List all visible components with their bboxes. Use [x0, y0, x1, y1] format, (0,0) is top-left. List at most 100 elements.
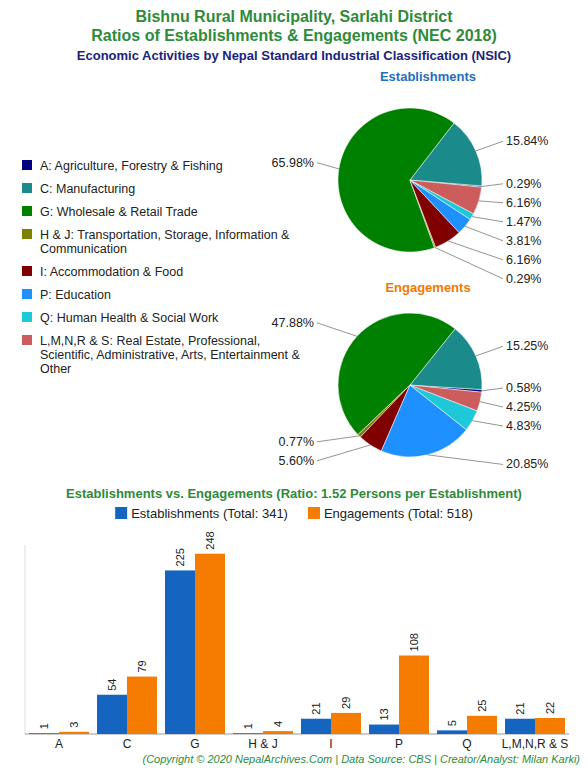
legend-label: P: Education: [40, 288, 111, 302]
leader-line: [476, 346, 503, 356]
leader-line: [480, 402, 503, 407]
legend-line: P: Education: [40, 288, 111, 302]
data-label: 20.85%: [506, 457, 548, 471]
x-tick-label: G: [190, 737, 199, 751]
data-label: 6.16%: [506, 196, 541, 210]
pie: [338, 313, 482, 457]
data-label: 0.77%: [279, 435, 314, 449]
x-tick-label: L,M,N,R & S: [502, 737, 569, 751]
x-tick-label: C: [123, 737, 132, 751]
leader-line: [435, 247, 503, 278]
bar: [369, 725, 399, 734]
leader-line: [465, 226, 503, 240]
subtitle: Economic Activities by Nepal Standard In…: [77, 48, 511, 63]
pie-title: Establishments: [380, 69, 476, 84]
legend-swatch: [22, 206, 32, 216]
data-label: 0.29%: [506, 177, 541, 191]
page: Bishnu Rural Municipality, Sarlahi Distr…: [0, 0, 588, 768]
legend-swatch: [308, 507, 320, 519]
data-label: 29: [340, 697, 352, 709]
legend-swatch: [22, 160, 32, 170]
legend-line: Communication: [40, 242, 127, 256]
title: Bishnu Rural Municipality, Sarlahi Distr…: [135, 8, 453, 25]
legend-line: G: Wholesale & Retail Trade: [40, 205, 198, 219]
data-label: 5: [446, 720, 458, 726]
legend-swatch: [22, 266, 32, 276]
bar: [127, 677, 157, 734]
data-label: 21: [514, 702, 526, 714]
y-axis-line: [25, 545, 26, 734]
leader-line: [317, 445, 370, 461]
data-label: 4.25%: [506, 400, 541, 414]
leader-line: [482, 388, 503, 391]
data-label: 21: [310, 702, 322, 714]
leader-line: [473, 421, 503, 426]
bar-title: Establishments vs. Engagements (Ratio: 1…: [66, 486, 522, 501]
legend-line: Other: [40, 362, 71, 376]
leader-line: [317, 436, 359, 442]
legend-label: G: Wholesale & Retail Trade: [40, 205, 198, 219]
leader-line: [482, 184, 503, 187]
pie-slice: [410, 385, 482, 411]
legend-swatch: [115, 507, 127, 519]
data-label: 13: [378, 708, 390, 720]
data-label: 54: [106, 678, 118, 690]
data-label: 79: [136, 660, 148, 672]
data-label: 25: [476, 700, 488, 712]
legend-line: A: Agriculture, Forestry & Fishing: [40, 159, 223, 173]
data-label: 15.84%: [506, 134, 548, 148]
legend-swatch: [22, 183, 32, 193]
bar: [233, 733, 263, 734]
bar: [59, 732, 89, 734]
bar: [29, 733, 59, 734]
legend-line: Scientific, Administrative, Arts, Entert…: [40, 348, 300, 362]
legend-label: H & J: Transportation, Storage, Informat…: [40, 228, 290, 256]
data-label: 6.16%: [506, 253, 541, 267]
pie: [338, 108, 482, 252]
bar: [165, 570, 195, 734]
legend-line: C: Manufacturing: [40, 182, 135, 196]
bar: [331, 713, 361, 734]
data-label: 1.47%: [506, 215, 541, 229]
data-label: 248: [204, 531, 216, 549]
legend-label: I: Accommodation & Food: [40, 265, 183, 279]
data-label: 108: [408, 633, 420, 651]
data-label: 225: [174, 548, 186, 566]
leader-line: [427, 455, 503, 465]
legend-label: Q: Human Health & Social Work: [40, 311, 219, 325]
data-label: 47.88%: [272, 316, 314, 330]
data-label: 4.83%: [506, 419, 541, 433]
bar: [437, 730, 467, 734]
bar: [195, 554, 225, 734]
leader-line: [317, 323, 357, 336]
legend-swatch: [22, 229, 32, 239]
x-tick-label: Q: [462, 737, 471, 751]
footer: (Copyright © 2020 NepalArchives.Com | Da…: [143, 753, 581, 765]
x-tick-label: A: [55, 737, 63, 751]
bar: [505, 719, 535, 734]
legend-swatch: [22, 289, 32, 299]
legend-label: Engagements (Total: 518): [324, 506, 473, 521]
legend-label: C: Manufacturing: [40, 182, 135, 196]
leader-line: [472, 217, 503, 222]
legend-line: I: Accommodation & Food: [40, 265, 183, 279]
x-tick-label: I: [329, 737, 332, 751]
legend-label: A: Agriculture, Forestry & Fishing: [40, 159, 223, 173]
data-label: 0.29%: [506, 272, 541, 286]
bar: [97, 695, 127, 734]
legend-swatch: [22, 312, 32, 322]
legend-line: Q: Human Health & Social Work: [40, 311, 219, 325]
bar: [301, 719, 331, 734]
legend-swatch: [22, 335, 32, 345]
data-label: 22: [544, 702, 556, 714]
x-tick-label: H & J: [248, 737, 277, 751]
bars: [29, 554, 565, 734]
leader-line: [317, 163, 339, 169]
data-label: 5.60%: [279, 454, 314, 468]
leader-line: [476, 141, 503, 151]
bar: [399, 655, 429, 734]
legend-label: Establishments (Total: 341): [131, 506, 288, 521]
bar: [467, 716, 497, 734]
data-label: 1: [38, 723, 50, 729]
legend-line: H & J: Transportation, Storage, Informat…: [40, 228, 290, 242]
